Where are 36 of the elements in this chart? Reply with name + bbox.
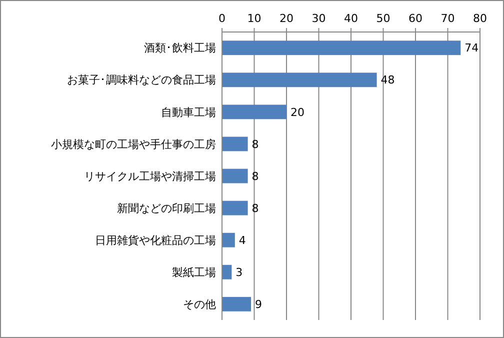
x-tick-label: 80 xyxy=(473,12,487,25)
bar xyxy=(222,200,248,216)
data-label: 3 xyxy=(236,266,243,279)
bar xyxy=(222,104,286,120)
data-label: 9 xyxy=(255,298,262,311)
y-tick-label: お菓子･調味料などの食品工場 xyxy=(67,74,216,87)
y-tick-label: リサイクル工場や清掃工場 xyxy=(84,170,216,183)
x-tick-label: 50 xyxy=(376,12,390,25)
y-tick-label: その他 xyxy=(183,298,216,311)
data-label: 20 xyxy=(290,106,304,119)
data-label: 48 xyxy=(380,74,395,87)
y-tick-label: 製紙工場 xyxy=(172,266,216,279)
x-tick-label: 70 xyxy=(440,12,455,25)
data-label: 4 xyxy=(238,234,246,247)
bar xyxy=(222,232,235,248)
y-tick-label: 日用雑貨や化粧品の工場 xyxy=(95,234,216,247)
bar xyxy=(222,136,248,152)
x-tick-label: 0 xyxy=(218,12,226,25)
x-tick-label: 20 xyxy=(280,12,294,25)
bar xyxy=(222,72,377,88)
y-tick-label: 自動車工場 xyxy=(161,106,216,119)
data-label: 74 xyxy=(464,42,479,55)
x-tick-label: 60 xyxy=(408,12,422,25)
bar xyxy=(222,264,232,280)
x-tick-label: 30 xyxy=(312,12,326,25)
y-tick-label: 小規模な町の工場や手仕事の工房 xyxy=(51,138,216,151)
y-tick-label: 新聞などの印刷工場 xyxy=(117,202,216,215)
data-label: 8 xyxy=(252,170,259,183)
bar xyxy=(222,168,248,184)
x-tick-label: 10 xyxy=(247,12,262,25)
data-label: 8 xyxy=(252,138,259,151)
bar xyxy=(222,296,252,312)
x-tick-label: 40 xyxy=(344,12,358,25)
bar xyxy=(222,40,461,56)
data-label: 8 xyxy=(252,202,259,215)
y-tick-label: 酒類･飲料工場 xyxy=(144,42,216,55)
